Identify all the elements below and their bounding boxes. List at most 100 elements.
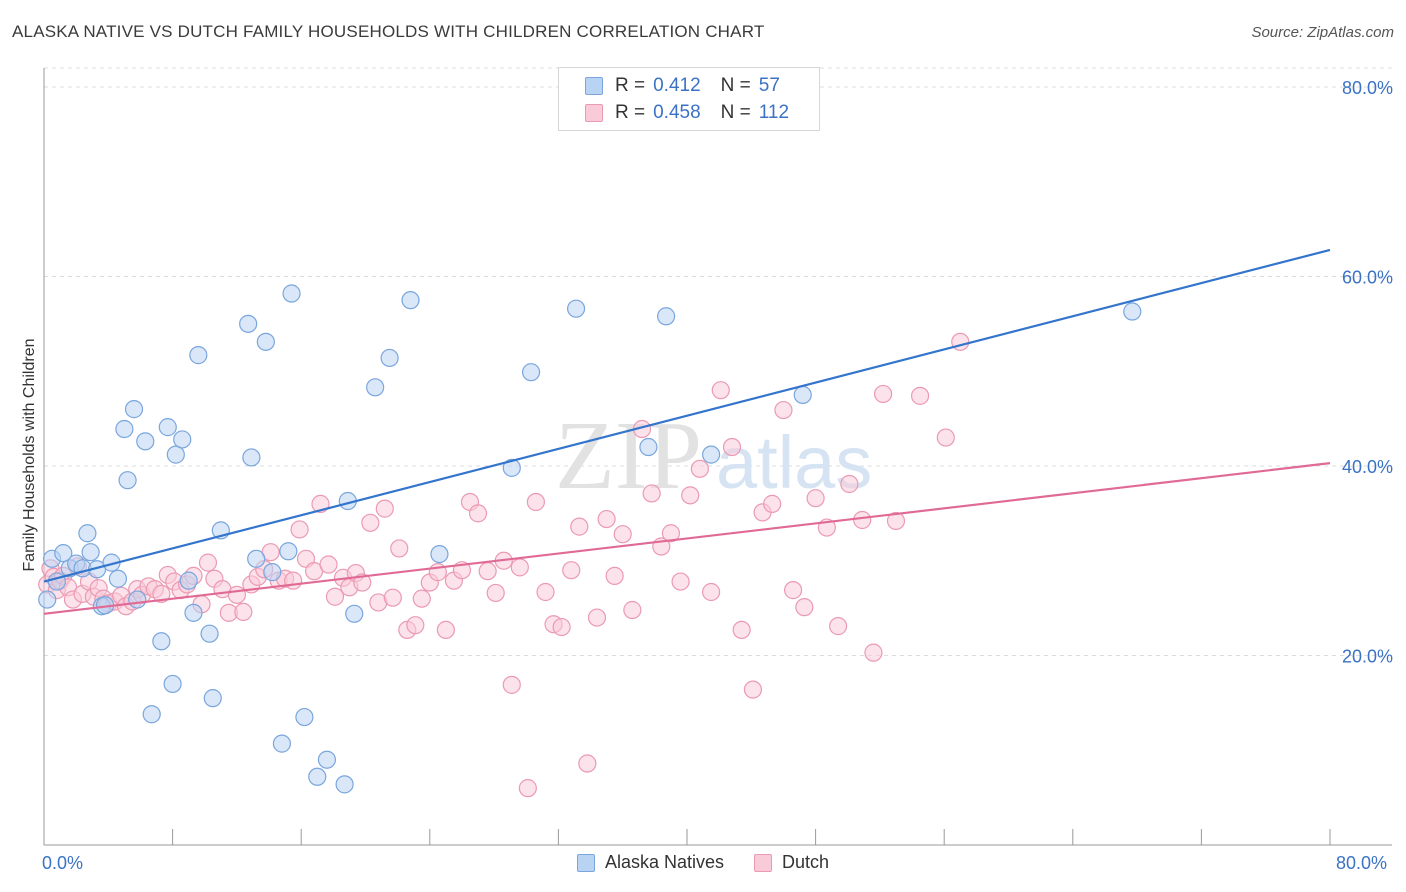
dutch-point	[874, 384, 893, 404]
dutch-point	[732, 620, 751, 640]
dutch-point	[722, 437, 742, 457]
dutch-point	[412, 589, 431, 608]
n-label: N =	[720, 102, 751, 123]
alaska-natives-point	[282, 284, 301, 303]
dutch-point	[661, 524, 681, 543]
alaska-natives-point	[272, 734, 292, 753]
alaska-natives-point	[317, 750, 337, 769]
y-tick-labels: 20.0% 40.0% 60.0% 80.0%	[1342, 78, 1393, 667]
x-tick-label-max: 80.0%	[1336, 853, 1388, 873]
dutch-point	[864, 643, 883, 662]
dutch-point	[325, 587, 345, 606]
trend-lines	[43, 248, 1331, 615]
alaska-natives-point	[54, 544, 73, 563]
alaska-natives-point	[263, 563, 282, 582]
dutch-points	[38, 332, 970, 798]
dutch-point	[361, 513, 380, 532]
watermark: ZIP atlas	[555, 402, 872, 510]
dutch-point	[536, 582, 555, 602]
alaska-natives-point	[166, 445, 185, 464]
alaska-natives-point	[566, 299, 586, 318]
dutch-point	[436, 620, 455, 640]
dutch-point	[290, 520, 309, 539]
correlation-legend: R = 0.412 N = 57 R = 0.458 N = 112	[558, 67, 820, 131]
y-tick-label: 60.0%	[1342, 267, 1393, 287]
alaska-natives-point	[158, 418, 177, 437]
alaska-natives-point	[1123, 302, 1142, 321]
legend-row-dutch: R = 0.458 N = 112	[585, 101, 789, 125]
dutch-point	[763, 494, 782, 513]
dutch-point	[702, 582, 721, 602]
r-label: R =	[615, 102, 646, 123]
alaska-natives-swatch	[585, 77, 603, 95]
legend-row-alaska-natives: R = 0.412 N = 57	[585, 74, 780, 98]
alaska-natives-point	[81, 543, 100, 562]
dutch-point	[562, 561, 581, 580]
alaska-natives-point	[203, 689, 222, 708]
alaska-natives-point	[136, 432, 155, 451]
dutch-point	[502, 675, 521, 694]
dutch-point	[795, 598, 814, 617]
alaska-natives-point	[118, 471, 137, 490]
alaska-natives-point	[38, 590, 57, 609]
dutch-point	[829, 617, 848, 636]
alaska-natives-point	[256, 332, 275, 351]
alaska-natives-point	[335, 775, 354, 794]
dutch-legend-swatch	[754, 853, 773, 872]
alaska-natives-r-value: 0.412	[653, 75, 701, 96]
dutch-point	[642, 484, 661, 503]
alaska-natives-point	[152, 632, 171, 651]
dutch-point	[578, 754, 597, 773]
dutch-point	[570, 517, 589, 536]
dutch-point	[526, 492, 545, 512]
legend-item-alaska-natives: Alaska Natives	[576, 852, 724, 873]
alaska-natives-point	[295, 707, 314, 727]
alaska-natives-point	[200, 624, 219, 643]
alaska-natives-point	[173, 430, 192, 449]
dutch-point	[774, 400, 793, 420]
dutch-point	[711, 381, 730, 400]
dutch-point	[681, 486, 700, 505]
dutch-point	[605, 566, 624, 585]
y-tick-label: 20.0%	[1342, 646, 1393, 666]
y-tick-label: 80.0%	[1342, 78, 1393, 98]
dutch-point	[783, 581, 803, 600]
alaska-natives-point	[189, 346, 208, 365]
alaska-natives-point	[142, 705, 161, 724]
legend-item-dutch: Dutch	[754, 852, 829, 873]
dutch-r-value: 0.458	[653, 102, 701, 123]
dutch-point	[383, 588, 402, 607]
dutch-point	[853, 510, 872, 530]
alaska-natives-point	[366, 378, 385, 397]
alaska-natives-point	[108, 569, 128, 588]
alaska-natives-point	[521, 363, 541, 382]
dutch-point	[468, 504, 488, 523]
x-tick-label-min: 0.0%	[42, 853, 84, 873]
alaska-natives-point	[430, 544, 449, 564]
dutch-point	[597, 509, 616, 529]
alaska-natives-n-value: 57	[758, 75, 780, 96]
dutch-point	[518, 779, 537, 798]
alaska-natives-point	[702, 445, 721, 464]
n-label: N =	[720, 75, 751, 96]
alaska-natives-point	[502, 458, 521, 477]
alaska-natives-point	[308, 767, 327, 786]
chart-title: ALASKA NATIVE VS DUTCH FAMILY HOUSEHOLDS…	[12, 22, 765, 41]
watermark-zip: ZIP	[555, 402, 702, 510]
r-label: R =	[615, 75, 646, 96]
dutch-point	[510, 558, 529, 577]
alaska-natives-point	[124, 400, 144, 419]
alaska-natives-point	[380, 348, 399, 368]
alaska-natives-point	[657, 307, 676, 326]
dutch-legend-label: Dutch	[782, 852, 830, 872]
axes	[43, 68, 1392, 846]
alaska-natives-trend-line	[43, 248, 1331, 583]
dutch-point	[375, 499, 394, 518]
alaska-natives-point	[179, 571, 198, 590]
dutch-point	[743, 680, 763, 699]
dutch-point	[623, 600, 642, 620]
dutch-swatch	[585, 104, 603, 122]
dutch-point	[613, 525, 632, 544]
alaska-natives-point	[345, 604, 364, 623]
dutch-point	[152, 584, 171, 603]
